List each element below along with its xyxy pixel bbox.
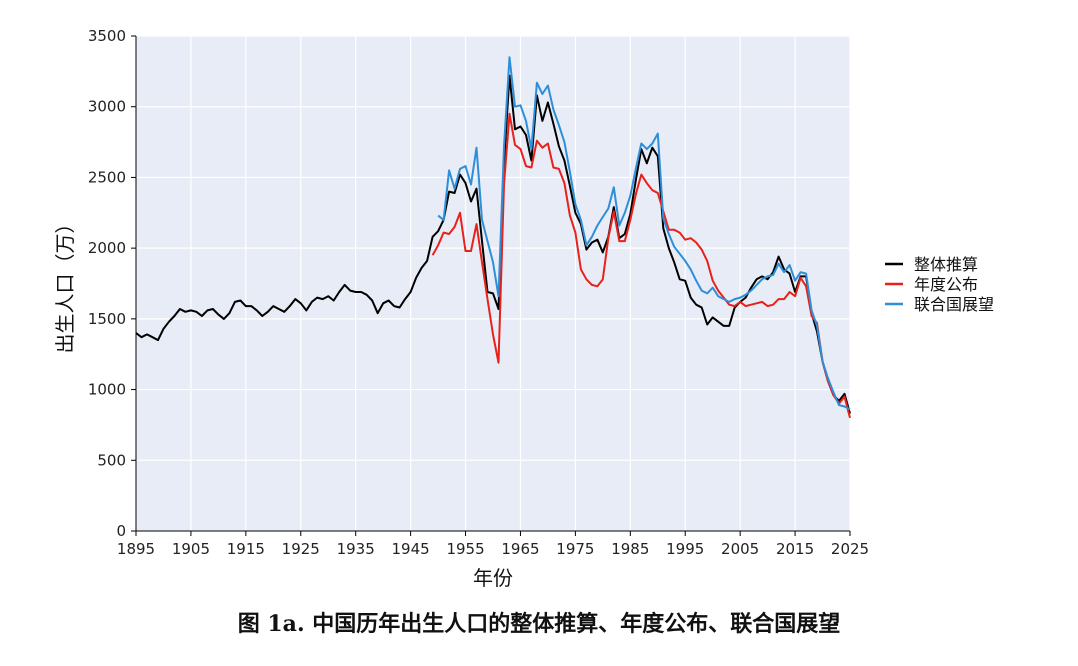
y-tick-label: 2000: [88, 239, 126, 257]
x-tick-label: 2015: [776, 540, 814, 558]
grid-lines: [135, 35, 851, 532]
x-tick-label: 1925: [282, 540, 320, 558]
y-tick-label: 3000: [88, 98, 126, 116]
x-tick-label: 2005: [721, 540, 759, 558]
x-tick-label: 1995: [666, 540, 704, 558]
x-tick-label: 1915: [227, 540, 265, 558]
x-tick-label: 1965: [501, 540, 539, 558]
legend-label: 联合国展望: [914, 295, 994, 314]
series-line-1: [431, 112, 851, 419]
y-axis-title: 出生人口（万）: [53, 214, 77, 354]
y-tick-label: 500: [97, 451, 126, 469]
y-tick-label: 1500: [88, 310, 126, 328]
series-lines: [135, 56, 851, 419]
x-axis-title: 年份: [473, 566, 513, 590]
x-tick-label: 1985: [611, 540, 649, 558]
x-tick-label: 1945: [392, 540, 430, 558]
figure-caption: 图 1a. 中国历年出生人口的整体推算、年度公布、联合国展望: [237, 611, 841, 637]
y-axis-ticks: 0 500 1000 1500 2000 2500 3000 3500: [88, 27, 136, 540]
x-tick-label: 1905: [172, 540, 210, 558]
y-tick-label: 2500: [88, 168, 126, 186]
legend-label: 整体推算: [914, 255, 978, 274]
x-axis-ticks: 1895 1905 1915 1925 1935 1945 1955 1965 1975 1985…: [117, 531, 869, 558]
x-tick-label: 1955: [446, 540, 484, 558]
y-tick-label: 0: [116, 522, 126, 540]
y-tick-label: 1000: [88, 381, 126, 399]
series-line-2: [437, 56, 851, 411]
series-line-0: [135, 74, 851, 414]
x-tick-label: 1975: [556, 540, 594, 558]
axes: [135, 36, 850, 532]
y-tick-label: 3500: [88, 27, 126, 45]
x-tick-label: 1935: [337, 540, 375, 558]
legend-label: 年度公布: [914, 275, 978, 294]
x-tick-label: 1895: [117, 540, 155, 558]
plot-area: [136, 36, 850, 531]
x-tick-label: 2025: [831, 540, 869, 558]
